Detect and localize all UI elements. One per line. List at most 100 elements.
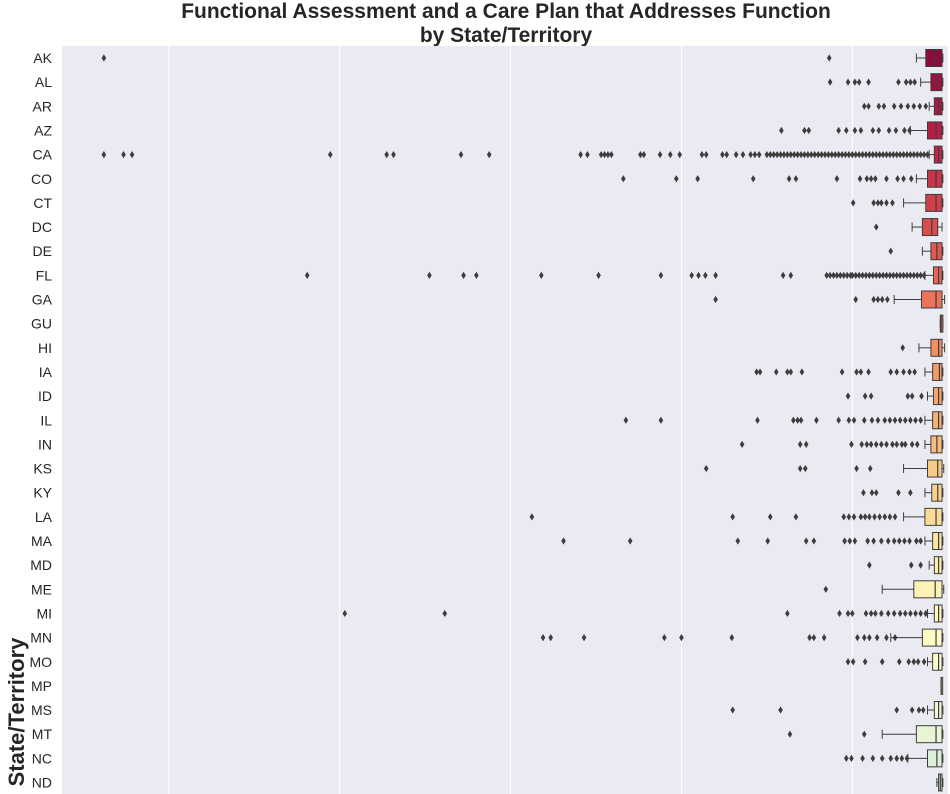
outlier-MN-8 [821, 634, 827, 642]
outlier-CA-18 [677, 151, 683, 159]
outlier-CA-34 [785, 151, 790, 159]
outlier-IN-4 [859, 440, 865, 448]
outlier-CT-1 [871, 199, 876, 207]
y-tick-MI: MI [36, 605, 52, 621]
box-CA [101, 145, 944, 164]
outlier-CO-5 [793, 175, 799, 183]
outlier-CA-38 [798, 151, 804, 159]
box-IL [623, 411, 944, 430]
outlier-IA-13 [907, 368, 912, 376]
outlier-CA-23 [733, 151, 739, 159]
outlier-FL-0 [304, 271, 310, 279]
outlier-FL-8 [696, 271, 701, 279]
outlier-CA-4 [384, 151, 389, 159]
outlier-MO-1 [850, 658, 856, 666]
outlier-AL-0 [827, 78, 833, 86]
outlier-MI-11 [891, 609, 897, 618]
outlier-MO-3 [879, 658, 885, 666]
outlier-KS-4 [867, 464, 873, 473]
outlier-LA-13 [887, 513, 893, 521]
y-tick-MP: MP [31, 678, 52, 694]
outlier-MA-12 [885, 537, 891, 545]
outlier-KY-3 [896, 489, 901, 497]
outlier-AR-6 [905, 102, 911, 110]
outlier-MI-17 [923, 609, 929, 618]
y-tick-MA: MA [31, 533, 53, 549]
outlier-CA-48 [832, 151, 838, 159]
y-tick-IL: IL [40, 412, 52, 428]
box-KY [861, 483, 944, 502]
outlier-AL-1 [845, 78, 851, 86]
outlier-GA-2 [871, 295, 876, 304]
outlier-MS-2 [894, 706, 900, 714]
outlier-MN-11 [867, 634, 872, 642]
y-tick-MS: MS [31, 702, 52, 718]
outlier-CA-2 [129, 151, 135, 159]
outlier-IL-13 [882, 416, 888, 424]
outlier-FL-22 [853, 271, 859, 279]
outlier-IN-11 [894, 440, 900, 448]
outlier-FL-42 [921, 271, 927, 279]
outlier-MA-7 [847, 537, 853, 545]
outlier-IA-2 [773, 368, 779, 376]
outlier-ID-2 [868, 392, 874, 400]
outlier-CA-26 [752, 151, 758, 159]
box-MS [730, 701, 944, 720]
y-tick-MO: MO [29, 654, 52, 670]
outlier-AZ-12 [907, 126, 912, 135]
outlier-CA-37 [795, 151, 800, 159]
y-tick-IA: IA [39, 364, 53, 380]
outlier-CA-8 [578, 151, 583, 159]
outlier-CA-0 [101, 151, 107, 159]
outlier-CA-49 [836, 151, 841, 159]
outlier-AL-3 [856, 78, 862, 86]
outlier-MD-1 [908, 561, 914, 569]
outlier-LA-2 [767, 513, 773, 521]
outlier-FL-14 [827, 271, 833, 279]
outlier-CO-1 [674, 175, 679, 183]
y-tick-IN: IN [38, 436, 52, 452]
iqr-box-ID [932, 387, 943, 406]
outlier-CA-42 [812, 151, 818, 159]
outlier-LA-3 [793, 513, 799, 521]
outlier-CA-6 [458, 151, 464, 159]
y-tick-CT: CT [33, 195, 52, 211]
outlier-MI-5 [850, 609, 855, 618]
outlier-CA-60 [873, 151, 879, 159]
outlier-DE-0 [888, 247, 894, 255]
outlier-MA-0 [561, 537, 566, 545]
outlier-CO-11 [884, 175, 889, 183]
outlier-IL-16 [897, 416, 903, 424]
outlier-AZ-11 [902, 126, 907, 135]
iqr-box-IA [932, 362, 943, 381]
outlier-ID-5 [919, 392, 924, 400]
outlier-CA-5 [391, 151, 396, 159]
box-HI [900, 338, 946, 357]
outlier-CA-56 [860, 151, 865, 159]
outlier-IL-0 [623, 416, 629, 424]
outlier-FL-39 [911, 271, 917, 279]
outlier-MA-2 [735, 537, 741, 545]
y-tick-MT: MT [32, 726, 53, 742]
outlier-MI-3 [837, 609, 842, 618]
outlier-KS-1 [797, 464, 803, 473]
outlier-CT-5 [890, 199, 895, 207]
outlier-CA-44 [819, 151, 824, 159]
box-DE [888, 242, 944, 261]
outlier-ID-0 [845, 392, 851, 400]
outlier-FL-40 [914, 271, 920, 279]
outlier-MA-1 [627, 537, 633, 545]
outlier-NC-0 [844, 754, 849, 762]
outlier-FL-3 [474, 271, 479, 279]
outlier-FL-41 [918, 271, 923, 279]
box-AZ [779, 121, 944, 140]
outlier-CA-52 [846, 151, 852, 159]
outlier-CA-75 [925, 151, 930, 159]
outlier-MN-4 [679, 634, 684, 642]
outlier-IN-15 [914, 440, 920, 448]
outlier-MS-1 [778, 706, 783, 714]
outlier-CA-41 [808, 151, 814, 159]
outlier-AR-5 [898, 102, 904, 110]
outlier-IN-12 [899, 440, 905, 448]
outlier-MI-0 [342, 609, 348, 618]
